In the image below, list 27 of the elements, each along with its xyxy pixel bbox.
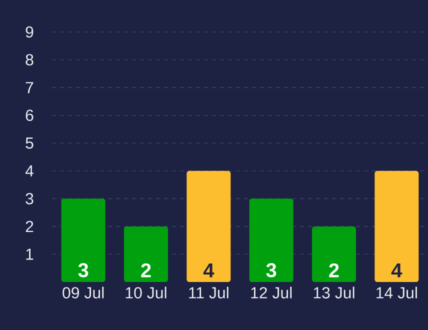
x-tick-label: 12 Jul bbox=[251, 286, 292, 298]
data-label: 4 bbox=[203, 264, 214, 278]
x-tick-label: 14 Jul bbox=[376, 286, 417, 298]
bar bbox=[249, 198, 294, 282]
y-tick-label: 7 bbox=[26, 82, 34, 94]
data-label: 3 bbox=[78, 263, 88, 278]
x-tick-label: 13 Jul bbox=[314, 286, 354, 298]
data-label: 2 bbox=[141, 263, 151, 278]
y-tick-label: 5 bbox=[26, 138, 34, 149]
bar bbox=[374, 170, 419, 282]
y-tick-label: 6 bbox=[26, 110, 34, 121]
data-label: 3 bbox=[266, 263, 276, 278]
y-tick-label: 9 bbox=[26, 26, 34, 38]
y-tick-label: 3 bbox=[26, 193, 34, 204]
bar bbox=[124, 226, 168, 282]
y-tick-label: 8 bbox=[26, 54, 34, 66]
y-tick-label: 2 bbox=[26, 220, 34, 232]
x-tick-label: 10 Jul bbox=[126, 286, 166, 298]
data-label: 2 bbox=[329, 263, 339, 278]
data-label: 4 bbox=[391, 264, 402, 278]
y-tick-label: 4 bbox=[25, 165, 34, 176]
x-tick-label: 11 Jul bbox=[189, 286, 228, 298]
x-tick-label: 09 Jul bbox=[62, 286, 104, 298]
bar bbox=[186, 170, 231, 282]
bar bbox=[61, 198, 106, 282]
bar bbox=[312, 226, 356, 282]
y-tick-label: 1 bbox=[26, 248, 34, 260]
